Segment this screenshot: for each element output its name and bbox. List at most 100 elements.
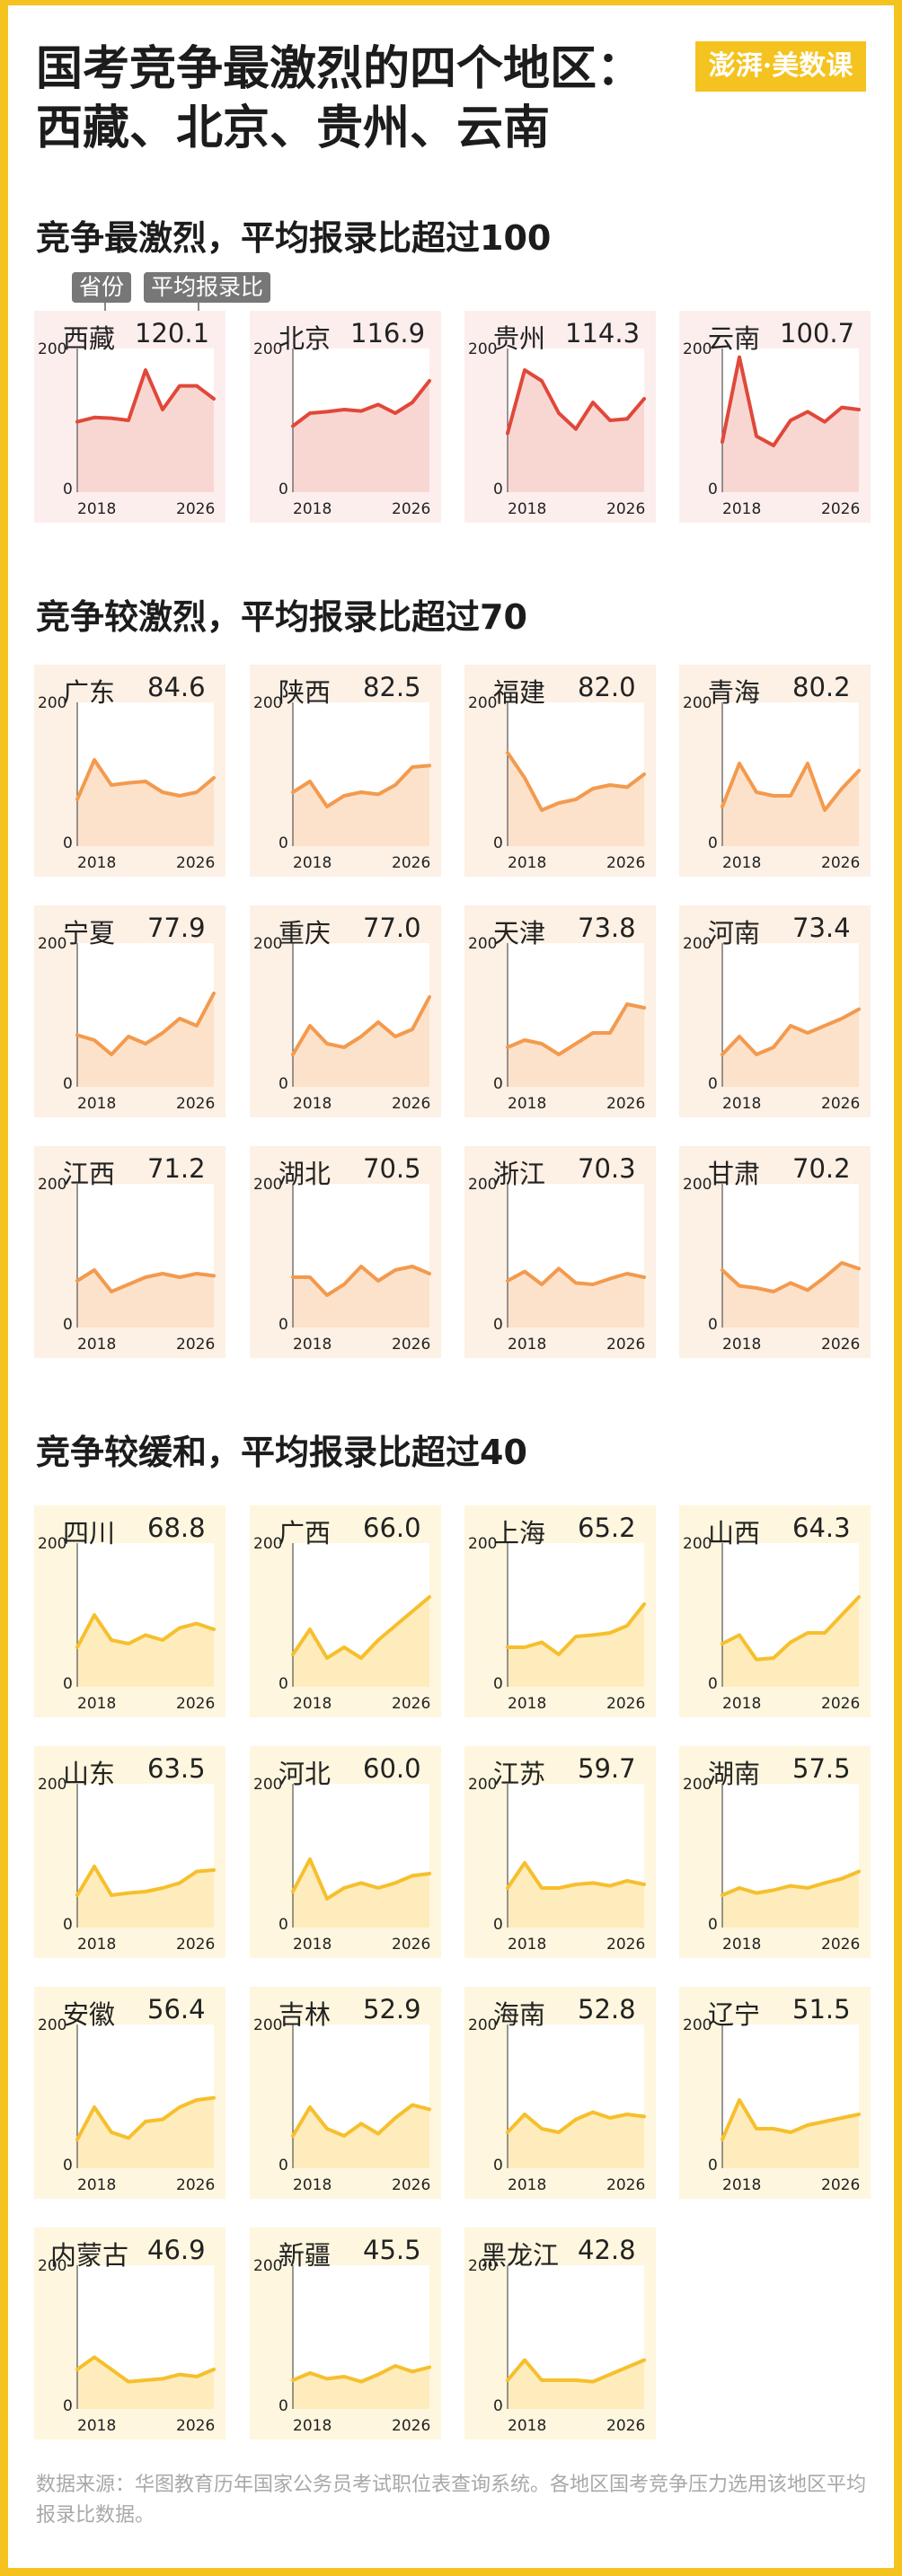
data-point bbox=[127, 1892, 130, 1895]
data-point bbox=[506, 751, 509, 754]
data-point bbox=[411, 1028, 414, 1031]
province-name: 河南 bbox=[708, 918, 761, 948]
province-name: 内蒙古 bbox=[50, 2240, 129, 2271]
x-tick-end: 2026 bbox=[392, 1095, 430, 1113]
y-tick-min: 0 bbox=[493, 1916, 503, 1934]
average-ratio-value: 70.2 bbox=[792, 1153, 851, 1184]
series-area bbox=[293, 1266, 429, 1328]
data-point bbox=[574, 2378, 578, 2382]
data-point bbox=[75, 1033, 79, 1037]
data-point bbox=[840, 1261, 844, 1265]
data-point bbox=[376, 402, 380, 406]
x-tick-end: 2026 bbox=[176, 500, 215, 518]
data-point bbox=[178, 1275, 181, 1279]
average-ratio-value: 73.4 bbox=[792, 913, 851, 943]
y-tick-min: 0 bbox=[493, 1316, 503, 1334]
data-point bbox=[840, 1017, 844, 1020]
data-point bbox=[625, 785, 629, 789]
data-point bbox=[574, 2118, 578, 2122]
province-name: 山东 bbox=[63, 1759, 116, 1789]
data-point bbox=[789, 1884, 792, 1888]
data-point bbox=[342, 2375, 346, 2378]
data-point bbox=[540, 808, 544, 812]
data-point bbox=[806, 2123, 809, 2127]
x-tick-end: 2026 bbox=[176, 1336, 215, 1354]
data-point bbox=[823, 1024, 827, 1028]
data-point bbox=[540, 1042, 544, 1045]
x-tick-start: 2018 bbox=[293, 854, 332, 872]
data-point bbox=[625, 417, 629, 420]
y-tick-max: 200 bbox=[683, 1176, 712, 1194]
data-point bbox=[308, 1857, 312, 1861]
data-point bbox=[394, 1035, 397, 1038]
y-tick-min: 0 bbox=[63, 2397, 73, 2415]
data-point bbox=[161, 408, 164, 411]
data-point bbox=[591, 787, 595, 790]
data-point bbox=[840, 1877, 844, 1881]
data-point bbox=[523, 776, 526, 780]
series-area bbox=[293, 2366, 429, 2409]
x-tick-start: 2018 bbox=[508, 1095, 546, 1113]
chart-card: 200 0 2018 2026 广西 66.0 bbox=[250, 1505, 441, 1717]
average-ratio-value: 64.3 bbox=[792, 1513, 851, 1543]
data-point bbox=[127, 781, 130, 785]
data-point bbox=[625, 1624, 629, 1628]
data-point bbox=[772, 1656, 775, 1660]
data-point bbox=[161, 1272, 164, 1275]
chart-card: 200 0 2018 2026 江苏 59.7 bbox=[464, 1746, 656, 1958]
series-area bbox=[293, 997, 429, 1087]
chart-card: 200 0 2018 2026 黑龙江 42.8 bbox=[464, 2228, 656, 2439]
x-tick-start: 2018 bbox=[508, 2417, 546, 2435]
x-tick-start: 2018 bbox=[722, 1695, 761, 1713]
chart-card: 200 0 2018 2026 云南 100.7 bbox=[679, 311, 871, 523]
data-point bbox=[506, 1279, 509, 1283]
data-point bbox=[523, 2359, 526, 2362]
data-point bbox=[428, 2107, 431, 2111]
x-tick-end: 2026 bbox=[821, 854, 860, 872]
average-ratio-value: 100.7 bbox=[780, 318, 855, 348]
data-point bbox=[291, 1653, 295, 1656]
y-tick-min: 0 bbox=[708, 1075, 718, 1093]
x-tick-start: 2018 bbox=[293, 1095, 332, 1113]
data-point bbox=[789, 1024, 792, 1028]
average-ratio-value: 68.8 bbox=[147, 1513, 206, 1543]
x-tick-end: 2026 bbox=[176, 1936, 215, 1954]
chart-card: 200 0 2018 2026 湖南 57.5 bbox=[679, 1746, 871, 1958]
data-point bbox=[772, 444, 775, 447]
x-tick-end: 2026 bbox=[176, 1695, 215, 1713]
average-ratio-value: 71.2 bbox=[147, 1153, 206, 1184]
data-point bbox=[178, 2373, 181, 2377]
average-ratio-value: 56.4 bbox=[147, 1994, 206, 2025]
data-point bbox=[308, 2371, 312, 2375]
data-point bbox=[642, 2114, 646, 2118]
data-point bbox=[806, 1031, 809, 1035]
y-tick-min: 0 bbox=[708, 1316, 718, 1334]
series-area bbox=[77, 2097, 214, 2168]
series-area bbox=[722, 1871, 859, 1928]
data-point bbox=[738, 2098, 741, 2102]
data-point bbox=[823, 1881, 827, 1884]
data-point bbox=[394, 1881, 397, 1884]
data-point bbox=[411, 401, 414, 404]
data-point bbox=[212, 1868, 216, 1872]
y-tick-min: 0 bbox=[279, 1316, 288, 1334]
data-point bbox=[625, 2366, 629, 2369]
y-tick-max: 200 bbox=[38, 935, 66, 953]
average-ratio-value: 80.2 bbox=[792, 672, 851, 702]
data-point bbox=[721, 1642, 724, 1645]
data-point bbox=[857, 1008, 861, 1011]
average-ratio-value: 114.3 bbox=[565, 318, 641, 348]
chart-card: 200 0 2018 2026 贵州 114.3 bbox=[464, 311, 656, 523]
x-tick-start: 2018 bbox=[293, 2417, 332, 2435]
data-point bbox=[212, 2368, 216, 2371]
data-point bbox=[127, 1283, 130, 1286]
chart-card: 200 0 2018 2026 青海 80.2 bbox=[679, 665, 871, 877]
chart-card: 200 0 2018 2026 江西 71.2 bbox=[34, 1146, 226, 1358]
data-point bbox=[721, 1268, 724, 1272]
